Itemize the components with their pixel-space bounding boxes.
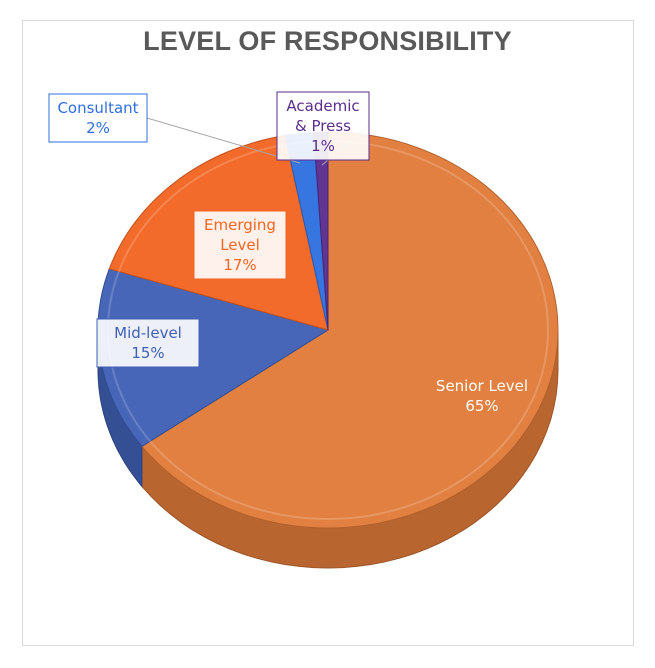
data-label-2-line-1: Level	[220, 236, 260, 254]
pie-slice-0	[141, 131, 559, 529]
chart-title: LEVEL OF RESPONSIBILITY	[143, 26, 512, 56]
data-label-3-line-1: 2%	[86, 119, 110, 137]
data-label-0-line-0: Senior Level	[436, 377, 528, 395]
data-label-4-line-0: Academic	[286, 97, 359, 115]
data-label-1-line-0: Mid-level	[114, 324, 182, 342]
data-label-4-line-2: 1%	[311, 137, 335, 155]
data-label-3-line-0: Consultant	[57, 99, 138, 117]
data-label-2-line-2: 17%	[223, 256, 256, 274]
data-label-1-line-1: 15%	[131, 344, 164, 362]
pie-slices	[97, 131, 559, 529]
data-labels: Senior Level 65% Mid-level 15% Emerging Level…	[48, 91, 528, 415]
callout-line-3	[146, 117, 301, 164]
data-label-box-3	[48, 93, 148, 143]
data-label-box-4	[276, 91, 370, 161]
data-label-box-2	[193, 210, 287, 280]
data-label-0-line-1: 65%	[465, 397, 498, 415]
data-label-4-line-1: & Press	[295, 117, 351, 135]
data-label-box-1	[96, 318, 200, 368]
data-label-2-line-0: Emerging	[204, 216, 276, 234]
